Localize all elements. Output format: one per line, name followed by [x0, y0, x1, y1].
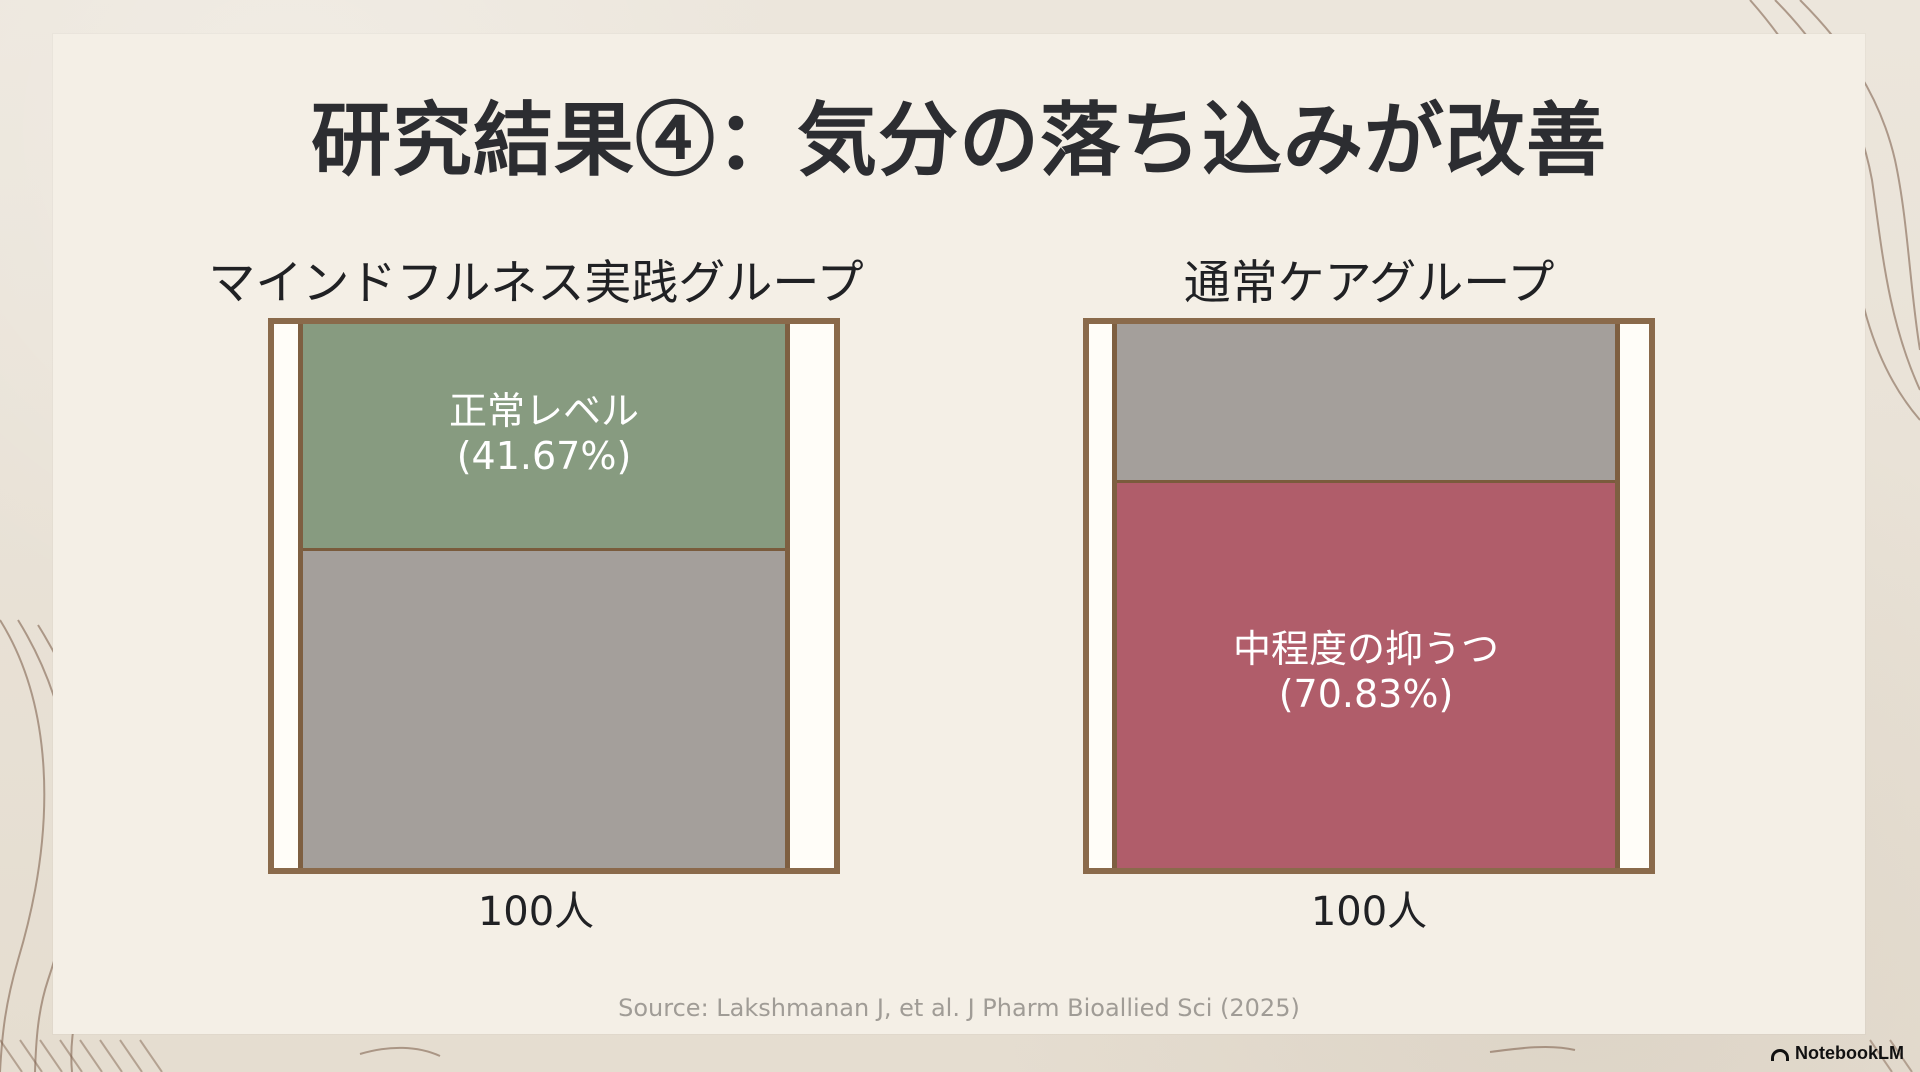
segment-gray [303, 550, 785, 868]
slide-title: 研究結果④：気分の落ち込みが改善 [311, 93, 1607, 187]
usual-care-group-title: 通常ケアグループ [1183, 256, 1555, 311]
mindfulness-stacked-bar: 正常レベル (41.67%) [298, 324, 790, 868]
notebooklm-logo-icon [1771, 1048, 1790, 1061]
segment-gray [1117, 324, 1615, 483]
watermark-label: NotebookLM [1795, 1043, 1904, 1063]
mindfulness-total-label: 100人 [477, 889, 595, 935]
source-citation: Source: Lakshmanan J, et al. J Pharm Bio… [618, 994, 1300, 1022]
usual-care-total-label: 100人 [1310, 889, 1428, 935]
mindfulness-frame: 正常レベル (41.67%) [268, 318, 840, 874]
slide-canvas: 研究結果④：気分の落ち込みが改善 マインドフルネス実践グループ 通常ケアグループ… [53, 34, 1865, 1034]
segment-中程度の抑うつ [1117, 482, 1615, 868]
usual-care-frame: 中程度の抑うつ (70.83%) [1083, 318, 1655, 874]
usual-care-stacked-bar: 中程度の抑うつ (70.83%) [1112, 324, 1620, 868]
segment-label: 正常レベル (41.67%) [448, 389, 639, 479]
segment-label: 中程度の抑うつ (70.83%) [1232, 627, 1499, 717]
notebooklm-watermark: NotebookLM [1771, 1043, 1904, 1064]
segment-正常レベル [303, 324, 785, 551]
mindfulness-group-title: マインドフルネス実践グループ [208, 256, 864, 311]
